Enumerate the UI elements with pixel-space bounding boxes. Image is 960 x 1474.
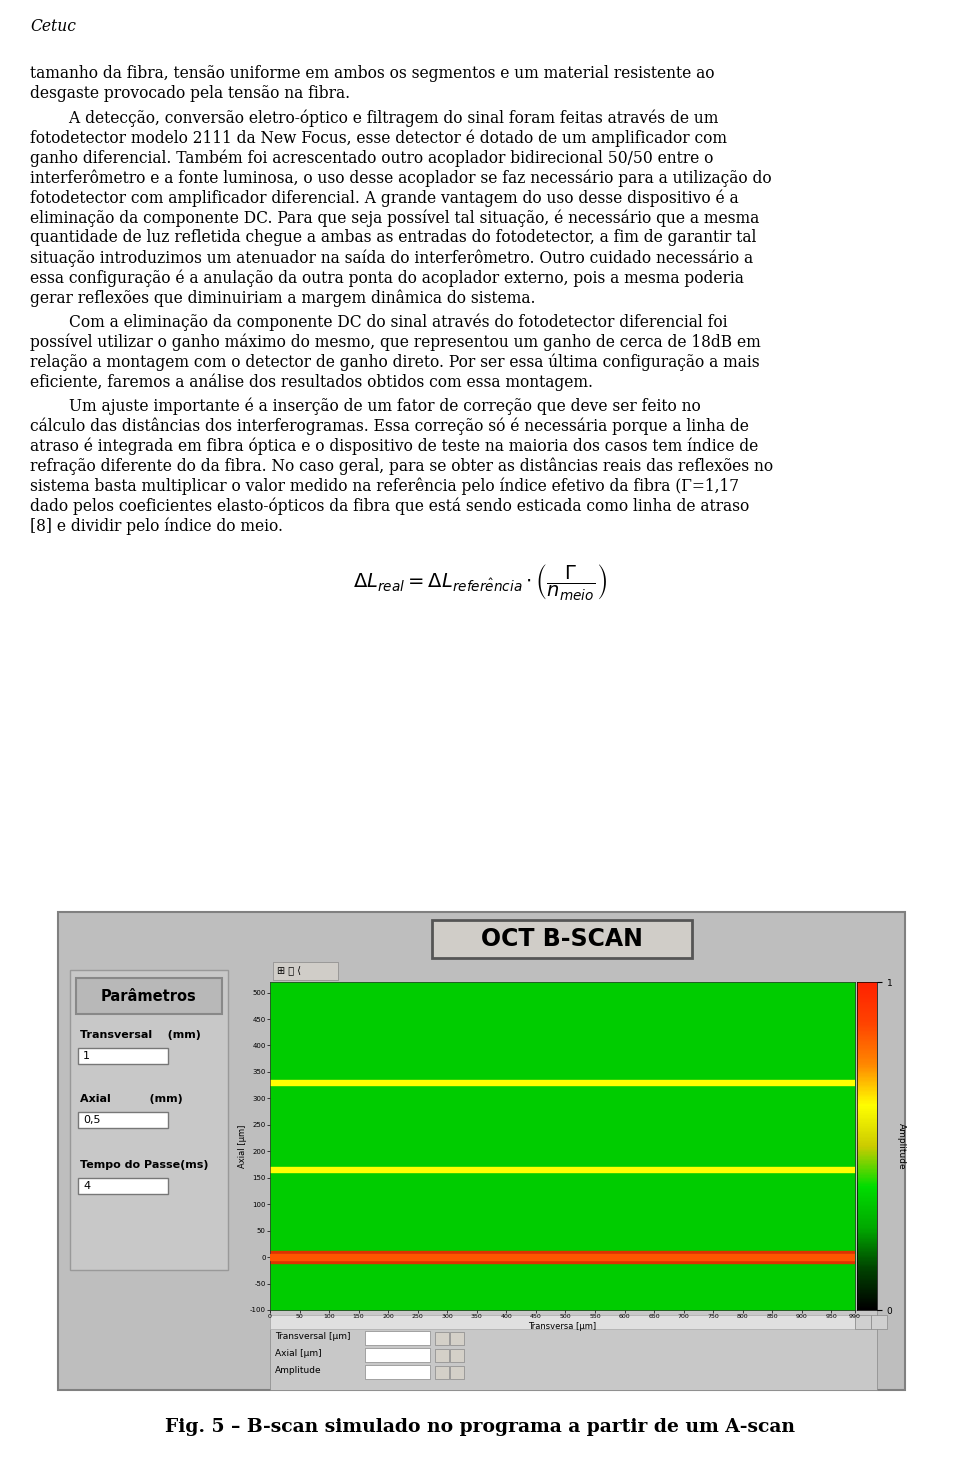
Text: sistema basta multiplicar o valor medido na referência pelo índice efetivo da fi: sistema basta multiplicar o valor medido… [30,478,739,494]
Text: tamanho da fibra, tensão uniforme em ambos os segmentos e um material resistente: tamanho da fibra, tensão uniforme em amb… [30,65,714,83]
Text: dado pelos coeficientes elasto-ópticos da fibra que está sendo esticada como lin: dado pelos coeficientes elasto-ópticos d… [30,497,749,514]
Bar [435,1332,449,1344]
Bar [78,1111,168,1128]
Text: desgaste provocado pela tensão na fibra.: desgaste provocado pela tensão na fibra. [30,85,350,102]
Text: relação a montagem com o detector de ganho direto. Por ser essa última configura: relação a montagem com o detector de gan… [30,352,759,370]
Text: ⊞ 🔍 ⟨: ⊞ 🔍 ⟨ [277,965,301,976]
Text: interferômetro e a fonte luminosa, o uso desse acoplador se faz necessário para : interferômetro e a fonte luminosa, o uso… [30,170,772,187]
Text: Com a eliminação da componente DC do sinal através do fotodetector diferencial f: Com a eliminação da componente DC do sin… [30,312,728,330]
Bar [270,1254,855,1260]
Text: quantidade de luz refletida chegue a ambas as entradas do fotodetector, a fim de: quantidade de luz refletida chegue a amb… [30,228,756,246]
Text: A detecção, conversão eletro-óptico e filtragem do sinal foram feitas através de: A detecção, conversão eletro-óptico e fi… [30,109,718,127]
Text: Cetuc: Cetuc [30,18,76,35]
Text: Amplitude: Amplitude [275,1366,322,1375]
Bar [871,1315,887,1330]
Text: possível utilizar o ganho máximo do mesmo, que representou um ganho de cerca de : possível utilizar o ganho máximo do mesm… [30,333,760,351]
Text: eficiente, faremos a análise dos resultados obtidos com essa montagem.: eficiente, faremos a análise dos resulta… [30,373,593,391]
Text: Axial [μm]: Axial [μm] [275,1349,322,1358]
X-axis label: Transversa [μm]: Transversa [μm] [528,1322,596,1331]
Y-axis label: Amplitude: Amplitude [898,1123,906,1169]
Text: 1: 1 [83,1051,90,1061]
Text: Parâmetros: Parâmetros [101,989,197,1004]
Text: gerar reflexões que diminuiriam a margem dinâmica do sistema.: gerar reflexões que diminuiriam a margem… [30,289,536,307]
Bar [270,1080,855,1085]
Text: fotodetector modelo 2111 da New Focus, esse detector é dotado de um amplificador: fotodetector modelo 2111 da New Focus, e… [30,130,727,146]
Bar [270,1251,855,1263]
Text: 4: 4 [83,1181,90,1191]
Text: Tempo do Passe(ms): Tempo do Passe(ms) [80,1160,208,1170]
Bar [450,1349,464,1362]
Y-axis label: Axial [μm]: Axial [μm] [238,1125,247,1167]
Bar [270,1167,855,1172]
Text: OCT B-SCAN: OCT B-SCAN [481,927,642,951]
Text: [8] e dividir pelo índice do meio.: [8] e dividir pelo índice do meio. [30,517,283,535]
Bar [365,1331,430,1344]
Text: refração diferente do da fibra. No caso geral, para se obter as distâncias reais: refração diferente do da fibra. No caso … [30,457,773,475]
Bar [78,1048,168,1064]
Bar [365,1349,430,1362]
Text: ganho diferencial. Também foi acrescentado outro acoplador bidirecional 50/50 en: ganho diferencial. Também foi acrescenta… [30,149,713,167]
Bar [855,1315,871,1330]
Text: Transversal [μm]: Transversal [μm] [275,1332,350,1341]
Text: $\Delta L_{real} = \Delta L_{refer\hat{e}ncia} \cdot \left( \dfrac{\Gamma}{n_{me: $\Delta L_{real} = \Delta L_{refer\hat{e… [353,562,607,601]
Bar [58,912,905,1390]
Bar [70,970,228,1271]
FancyBboxPatch shape [431,920,691,958]
Text: 0,5: 0,5 [83,1114,101,1125]
Text: situação introduzimos um atenuador na saída do interferômetro. Outro cuidado nec: situação introduzimos um atenuador na sa… [30,249,754,267]
Bar [270,1310,877,1390]
Text: atraso é integrada em fibra óptica e o dispositivo de teste na maioria dos casos: atraso é integrada em fibra óptica e o d… [30,436,758,454]
Text: Fig. 5 – B-scan simulado no programa a partir de um A-scan: Fig. 5 – B-scan simulado no programa a p… [165,1418,795,1436]
Text: fotodetector com amplificador diferencial. A grande vantagem do uso desse dispos: fotodetector com amplificador diferencia… [30,189,738,206]
Bar [365,1365,430,1380]
Text: Intensity Chart: Intensity Chart [278,985,346,993]
Bar [435,1349,449,1362]
Bar [78,1178,168,1194]
Text: essa configuração é a anulação da outra ponta do acoplador externo, pois a mesma: essa configuração é a anulação da outra … [30,268,744,286]
Bar [76,979,222,1014]
Text: Axial          (mm): Axial (mm) [80,1094,182,1104]
Text: Um ajuste importante é a inserção de um fator de correção que deve ser feito no: Um ajuste importante é a inserção de um … [30,397,701,414]
Bar [435,1366,449,1380]
Bar [270,1315,855,1330]
Text: Transversal    (mm): Transversal (mm) [80,1030,201,1041]
Text: cálculo das distâncias dos interferogramas. Essa correção só é necessária porque: cálculo das distâncias dos interferogram… [30,417,749,435]
Text: eliminação da componente DC. Para que seja possível tal situação, é necessário q: eliminação da componente DC. Para que se… [30,209,759,227]
Bar [450,1366,464,1380]
Bar [273,963,338,980]
Bar [450,1332,464,1344]
